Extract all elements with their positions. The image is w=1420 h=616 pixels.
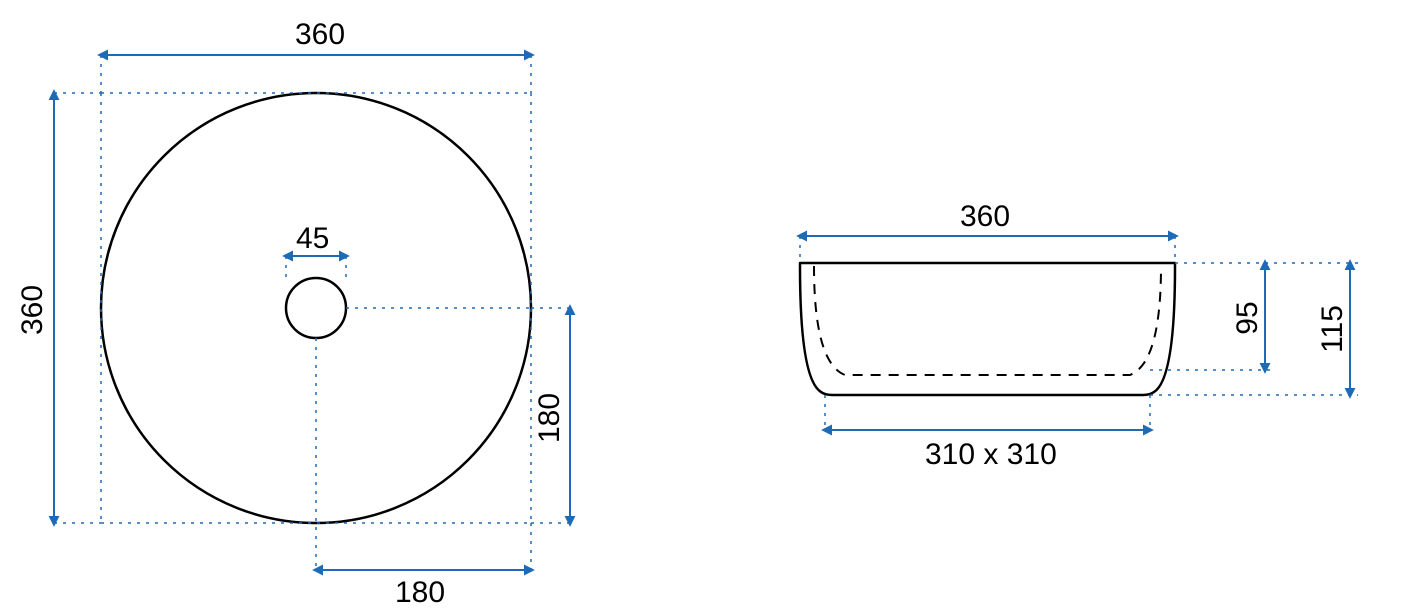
technical-drawing-canvas: 360 360 45 180 180 360 310 x 310 95 115 bbox=[0, 0, 1420, 616]
dim-radius-v-180: 180 bbox=[533, 393, 567, 443]
dim-left-360: 360 bbox=[16, 285, 50, 335]
dim-side-height-115: 115 bbox=[1316, 305, 1350, 353]
dim-top-360: 360 bbox=[295, 18, 345, 52]
dim-side-top-360: 360 bbox=[960, 200, 1010, 234]
drawing-svg bbox=[0, 0, 1420, 616]
dim-drain-45: 45 bbox=[296, 222, 329, 256]
dim-side-bottom-310: 310 x 310 bbox=[925, 438, 1057, 472]
dim-side-depth-95: 95 bbox=[1231, 301, 1265, 334]
dim-radius-h-180: 180 bbox=[395, 576, 445, 610]
